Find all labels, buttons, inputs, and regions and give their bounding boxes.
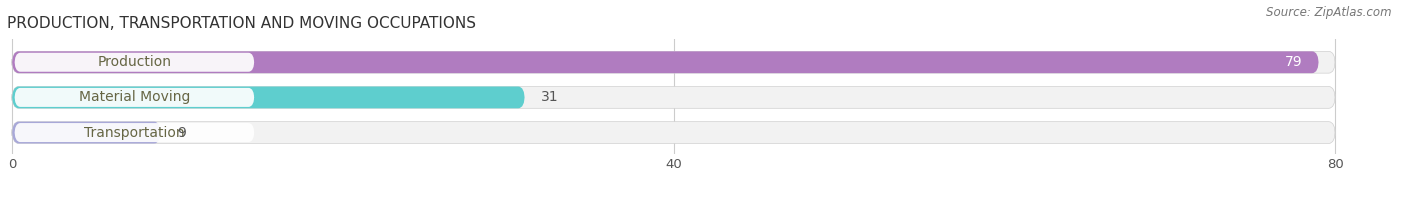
- FancyBboxPatch shape: [13, 51, 1319, 73]
- Text: Source: ZipAtlas.com: Source: ZipAtlas.com: [1267, 6, 1392, 19]
- Text: Material Moving: Material Moving: [79, 90, 190, 104]
- Text: 31: 31: [541, 90, 560, 104]
- Text: PRODUCTION, TRANSPORTATION AND MOVING OCCUPATIONS: PRODUCTION, TRANSPORTATION AND MOVING OC…: [7, 16, 477, 31]
- FancyBboxPatch shape: [13, 86, 524, 108]
- FancyBboxPatch shape: [14, 88, 254, 107]
- FancyBboxPatch shape: [14, 123, 254, 142]
- FancyBboxPatch shape: [14, 53, 254, 72]
- FancyBboxPatch shape: [13, 51, 1336, 73]
- FancyBboxPatch shape: [13, 122, 160, 143]
- Text: Production: Production: [97, 55, 172, 69]
- FancyBboxPatch shape: [13, 86, 1336, 108]
- Text: Transportation: Transportation: [84, 125, 184, 139]
- FancyBboxPatch shape: [13, 122, 1336, 143]
- Text: 79: 79: [1285, 55, 1302, 69]
- Text: 9: 9: [177, 125, 186, 139]
